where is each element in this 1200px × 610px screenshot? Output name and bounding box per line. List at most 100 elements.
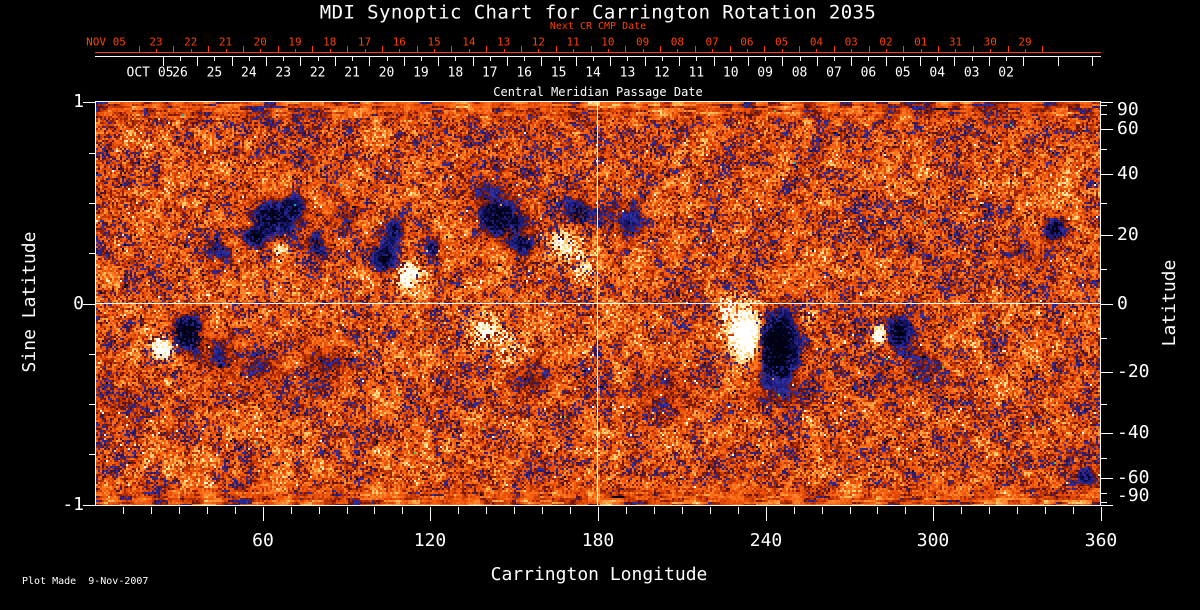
sine-lat-minor-tick bbox=[89, 404, 95, 405]
sine-lat-minor-tick bbox=[89, 354, 95, 355]
chart-title: MDI Synoptic Chart for Carrington Rotati… bbox=[319, 1, 877, 24]
next-cr-minor-tick bbox=[816, 49, 817, 52]
cmp-day-label: 23 bbox=[275, 65, 292, 81]
cmp-major-tick bbox=[645, 57, 646, 66]
next-cr-major-tick bbox=[591, 46, 592, 52]
next-cr-day-label: 20 bbox=[253, 35, 267, 49]
lat-tick-label: 0 bbox=[1117, 293, 1128, 314]
lat-minor-tick bbox=[1101, 269, 1107, 270]
next-cr-major-tick bbox=[347, 46, 348, 52]
cmp-major-tick bbox=[197, 57, 198, 66]
next-cr-day-label: 01 bbox=[914, 35, 928, 49]
plot-made-label: Plot Made 9-Nov-2007 bbox=[22, 576, 149, 587]
sine-lat-minor-tick bbox=[89, 454, 95, 455]
cmp-major-tick bbox=[954, 57, 955, 66]
next-cr-major-tick bbox=[764, 46, 765, 52]
cmp-minor-tick bbox=[318, 57, 319, 61]
lon-minor-tick bbox=[291, 507, 292, 514]
lon-minor-tick bbox=[1045, 507, 1046, 514]
lon-minor-tick bbox=[570, 507, 571, 514]
cmp-minor-tick bbox=[868, 57, 869, 61]
sine-lat-minor-tick bbox=[89, 153, 95, 154]
next-cr-day-label: 22 bbox=[184, 35, 198, 49]
next-cr-day-label: 02 bbox=[879, 35, 893, 49]
cmp-day-label: 12 bbox=[654, 65, 670, 81]
cmp-minor-tick bbox=[249, 57, 250, 61]
lon-minor-tick bbox=[989, 507, 990, 514]
lat-tick-label: 60 bbox=[1117, 118, 1139, 139]
next-cr-day-label: 30 bbox=[983, 35, 997, 49]
lon-minor-tick bbox=[654, 507, 655, 514]
next-cr-minor-tick bbox=[782, 49, 783, 52]
lon-minor-tick bbox=[542, 507, 543, 514]
cmp-major-tick bbox=[507, 57, 508, 66]
lat-tick-label: -20 bbox=[1117, 361, 1150, 382]
lon-tick-label: 120 bbox=[413, 530, 447, 551]
sine-lat-major-tick bbox=[83, 505, 95, 506]
lon-minor-tick bbox=[486, 507, 487, 514]
cmp-major-tick bbox=[782, 57, 783, 66]
cmp-day-label: 06 bbox=[860, 65, 877, 81]
next-cr-day-label: 21 bbox=[218, 35, 233, 49]
next-cr-minor-tick bbox=[608, 49, 609, 52]
cmp-major-tick bbox=[920, 57, 921, 66]
lon-major-tick bbox=[933, 507, 934, 521]
cmp-day-label: 26 bbox=[172, 65, 188, 81]
next-cr-minor-tick bbox=[469, 49, 470, 52]
next-cr-minor-tick bbox=[365, 49, 366, 52]
lon-minor-tick bbox=[961, 507, 962, 514]
sine-lat-major-tick bbox=[83, 102, 95, 103]
lon-major-tick bbox=[430, 507, 431, 521]
cmp-minor-tick bbox=[627, 57, 628, 61]
cmp-minor-tick bbox=[524, 57, 525, 61]
sine-latitude-axis-title: Sine Latitude bbox=[19, 231, 40, 373]
lat-minor-tick bbox=[1101, 458, 1107, 459]
next-cr-major-tick bbox=[869, 46, 870, 52]
next-cr-major-tick bbox=[243, 46, 244, 52]
lat-major-tick bbox=[1101, 505, 1113, 506]
next-cr-minor-tick bbox=[330, 49, 331, 52]
next-cr-day-label: 04 bbox=[809, 35, 824, 49]
next-cr-major-tick bbox=[834, 46, 835, 52]
next-cr-day-label: 11 bbox=[566, 35, 580, 49]
cmp-day-label: 16 bbox=[516, 65, 533, 81]
cmp-day-label: 25 bbox=[206, 65, 223, 81]
lat-minor-tick bbox=[1101, 149, 1107, 150]
cmp-major-tick bbox=[438, 57, 439, 66]
next-cr-day-label: 19 bbox=[288, 35, 302, 49]
cmp-major-tick bbox=[369, 57, 370, 66]
next-cr-major-tick bbox=[382, 46, 383, 52]
lat-major-tick bbox=[1101, 304, 1113, 305]
next-cr-major-tick bbox=[139, 46, 140, 52]
cmp-minor-tick bbox=[214, 57, 215, 61]
next-cr-axis-title: Next CR CMP Date bbox=[549, 21, 647, 32]
lat-minor-tick bbox=[1101, 105, 1107, 106]
cmp-day-label: 09 bbox=[757, 65, 773, 81]
cmp-major-tick bbox=[610, 57, 611, 66]
next-cr-minor-tick bbox=[573, 49, 574, 52]
next-cr-day-label: 09 bbox=[636, 35, 650, 49]
next-cr-day-label: 15 bbox=[427, 35, 441, 49]
next-cr-minor-tick bbox=[886, 49, 887, 52]
next-cr-minor-tick bbox=[921, 49, 922, 52]
cmp-axis-title: Central Meridian Passage Date bbox=[493, 85, 703, 99]
lat-major-tick bbox=[1101, 372, 1113, 373]
lat-minor-tick bbox=[1101, 338, 1107, 339]
next-cr-minor-tick bbox=[399, 49, 400, 52]
next-cr-minor-tick bbox=[260, 49, 261, 52]
cmp-month-label: OCT 05 bbox=[126, 65, 174, 81]
next-cr-major-tick bbox=[521, 46, 522, 52]
next-cr-day-label: 12 bbox=[531, 35, 545, 49]
next-cr-major-tick bbox=[799, 46, 800, 52]
lon-minor-tick bbox=[877, 507, 878, 514]
cmp-major-tick bbox=[1058, 57, 1059, 66]
lat-tick-label: -60 bbox=[1117, 467, 1150, 488]
cmp-minor-tick bbox=[800, 57, 801, 61]
cmp-day-label: 24 bbox=[241, 65, 257, 81]
lat-major-tick bbox=[1101, 129, 1113, 130]
next-cr-major-tick bbox=[486, 46, 487, 52]
lon-minor-tick bbox=[374, 507, 375, 514]
next-cr-minor-tick bbox=[712, 49, 713, 52]
lat-tick-label: 90 bbox=[1117, 99, 1139, 120]
next-cr-major-tick bbox=[208, 46, 209, 52]
